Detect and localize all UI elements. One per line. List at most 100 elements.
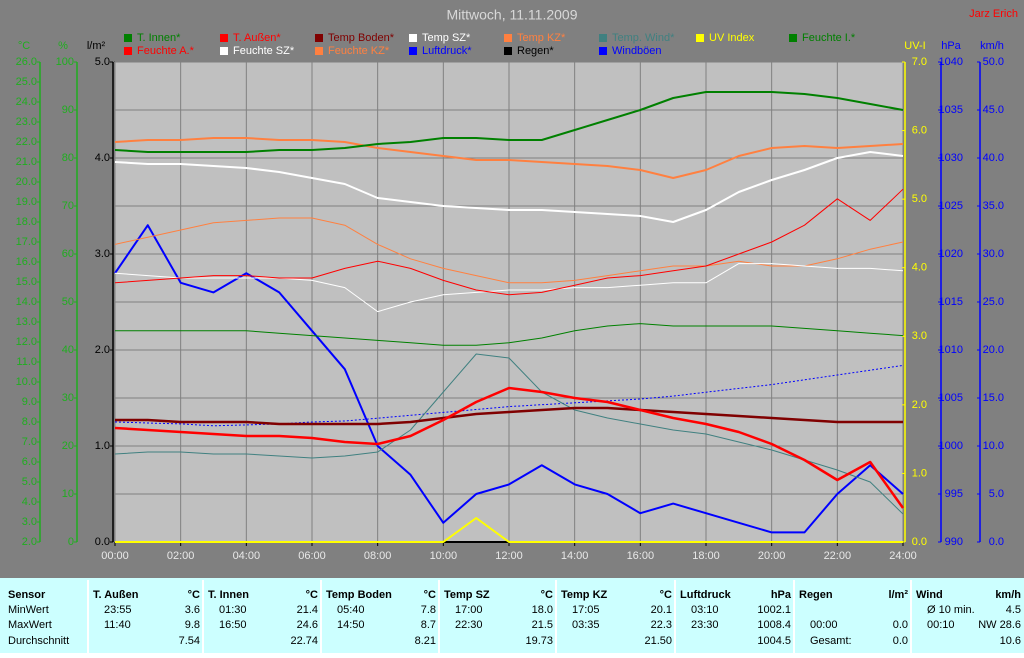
table-header: Temp SZ <box>444 589 490 601</box>
series-line <box>114 263 904 313</box>
y-tick-label: 40.0 <box>983 152 1004 164</box>
table-cell: 00:00 <box>810 619 838 631</box>
x-tick-label: 16:00 <box>627 550 655 562</box>
series-line <box>115 517 903 543</box>
table-cell: 7.54 <box>179 635 200 647</box>
table-cell: 19.73 <box>525 635 553 647</box>
y-tick-label: 1.0 <box>912 467 927 479</box>
y-tick-label: 20 <box>62 440 74 452</box>
y-tick-label: 990 <box>945 536 963 548</box>
y-tick-label: 13.0 <box>16 316 37 328</box>
y-tick-label: 1035 <box>939 104 963 116</box>
table-unit: hPa <box>771 589 792 601</box>
y-tick-label: 11.0 <box>16 356 37 368</box>
table-header: T. Außen <box>93 589 139 601</box>
legend-label: Feuchte KZ* <box>328 45 390 57</box>
table-cell: NW 28.6 <box>978 619 1021 631</box>
legend-swatch <box>789 34 797 42</box>
table-row-label: Durchschnitt <box>8 635 69 647</box>
y-tick-label: 1005 <box>939 392 963 404</box>
y-tick-label: 1000 <box>939 440 963 452</box>
y-tick-label: 30 <box>62 392 74 404</box>
x-tick-label: 20:00 <box>758 550 786 562</box>
table-cell: 1002.1 <box>757 604 791 616</box>
y-tick-label: 1040 <box>939 56 963 68</box>
series-line <box>114 224 904 534</box>
axis-unit: km/h <box>980 40 1004 52</box>
y-tick-label: 8.0 <box>22 416 37 428</box>
y-tick-label: 0 <box>68 536 74 548</box>
table-cell: 03:35 <box>572 619 600 631</box>
y-tick-label: 1015 <box>939 296 963 308</box>
table-background <box>0 578 1024 653</box>
table-header: Wind <box>916 589 943 601</box>
legend-swatch <box>599 34 607 42</box>
y-tick-label: 5.0 <box>989 488 1004 500</box>
y-tick-label: 17.0 <box>16 236 37 248</box>
table-unit: °C <box>660 589 672 601</box>
table-cell: 1004.5 <box>757 635 791 647</box>
table-cell: 9.8 <box>185 619 200 631</box>
legend-label: T. Innen* <box>137 32 181 44</box>
y-tick-label: 5.0 <box>95 56 110 68</box>
axis-unit: °C <box>18 40 30 52</box>
y-tick-label: 10.0 <box>983 440 1004 452</box>
table-cell: 22.3 <box>651 619 672 631</box>
y-tick-label: 20.0 <box>983 344 1004 356</box>
table-cell: 21.50 <box>644 635 672 647</box>
x-tick-label: 12:00 <box>495 550 523 562</box>
y-tick-label: 35.0 <box>983 200 1004 212</box>
axis-unit: UV-I <box>904 40 925 52</box>
y-tick-label: 0.0 <box>912 536 927 548</box>
y-tick-label: 12.0 <box>16 336 37 348</box>
y-tick-label: 5.0 <box>912 193 927 205</box>
table-unit: °C <box>306 589 318 601</box>
series-line <box>114 91 904 153</box>
x-tick-label: 24:00 <box>889 550 917 562</box>
series-line <box>115 323 904 346</box>
table-unit: km/h <box>995 589 1021 601</box>
y-tick-label: 50 <box>62 296 74 308</box>
x-tick-label: 18:00 <box>692 550 720 562</box>
table-cell: 22:30 <box>455 619 483 631</box>
y-tick-label: 25.0 <box>983 296 1004 308</box>
legend-label: Temp. Wind* <box>612 32 675 44</box>
y-tick-label: 15.0 <box>16 276 37 288</box>
y-tick-label: 1010 <box>939 344 963 356</box>
y-tick-label: 6.0 <box>912 124 927 136</box>
y-tick-label: 70 <box>62 200 74 212</box>
y-tick-label: 3.0 <box>22 516 37 528</box>
legend-label: Temp Boden* <box>328 32 395 44</box>
table-cell: 8.21 <box>415 635 436 647</box>
table-cell: 21.4 <box>297 604 318 616</box>
y-tick-label: 100 <box>56 56 74 68</box>
y-tick-label: 7.0 <box>912 56 927 68</box>
table-cell: 03:10 <box>691 604 719 616</box>
table-cell: 23:55 <box>104 604 132 616</box>
series-line <box>114 386 905 509</box>
table-cell: 24.6 <box>297 619 318 631</box>
table-unit: °C <box>424 589 436 601</box>
x-tick-label: 14:00 <box>561 550 589 562</box>
legend-label: Luftdruck* <box>422 45 472 57</box>
y-tick-label: 1030 <box>939 152 963 164</box>
table-cell: 01:30 <box>219 604 247 616</box>
legend-label: Regen* <box>517 45 554 57</box>
author: Jarz Erich <box>969 8 1018 20</box>
table-cell: 8.7 <box>421 619 436 631</box>
y-tick-label: 10.0 <box>16 376 37 388</box>
y-tick-label: 2.0 <box>912 399 927 411</box>
table-header: Luftdruck <box>680 589 732 601</box>
legend-swatch <box>220 34 228 42</box>
y-tick-label: 0.0 <box>989 536 1004 548</box>
series-line <box>114 151 904 223</box>
table-cell: 18.0 <box>532 604 553 616</box>
y-tick-label: 16.0 <box>16 256 37 268</box>
y-tick-label: 19.0 <box>16 196 37 208</box>
legend-swatch <box>124 47 132 55</box>
legend-label: Feuchte SZ* <box>233 45 295 57</box>
table-cell: 14:50 <box>337 619 365 631</box>
x-tick-label: 06:00 <box>298 550 326 562</box>
y-tick-label: 10 <box>62 488 74 500</box>
y-tick-label: 1025 <box>939 200 963 212</box>
